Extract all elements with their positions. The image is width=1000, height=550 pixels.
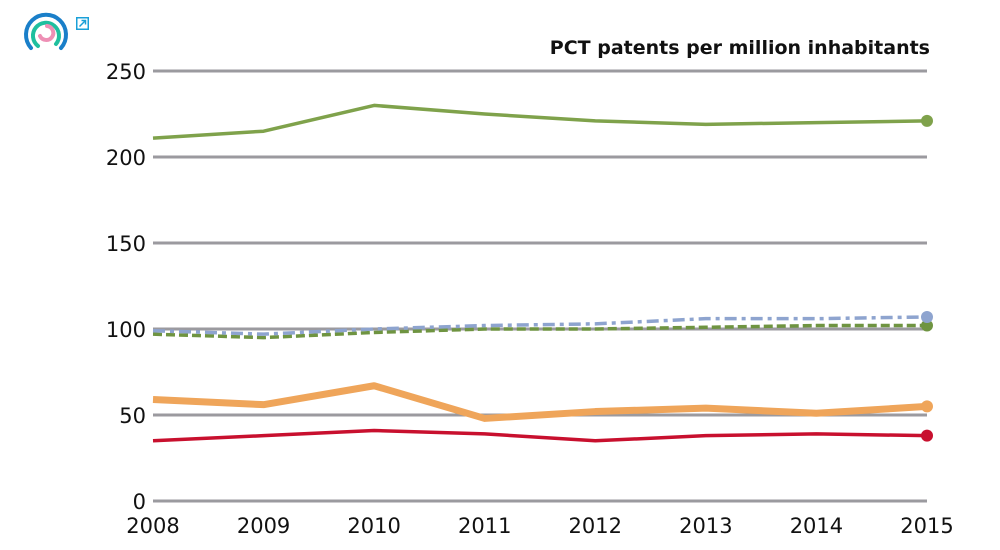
- y-tick-label: 200: [106, 146, 146, 170]
- chart-title: PCT patents per million inhabitants: [550, 37, 930, 59]
- x-axis-ticks: 2008 2009 2010 2011 2012 2013 2014 2015: [126, 514, 953, 538]
- series-line: [152, 103, 928, 140]
- concentric-rings-logo-icon[interactable]: [22, 10, 70, 58]
- gridlines: [153, 69, 927, 503]
- end-point-marker: [921, 319, 933, 332]
- series-blue-dashdot: [152, 310, 933, 336]
- series-orange-thick: [152, 382, 933, 422]
- series-green-solid: [152, 103, 933, 140]
- end-point-marker: [921, 114, 933, 127]
- series-red-solid: [152, 428, 933, 443]
- x-tick-label: 2010: [347, 514, 400, 538]
- series-line: [152, 323, 927, 340]
- y-axis-ticks: 0 50 100 150 200 250: [106, 60, 146, 514]
- x-tick-label: 2011: [458, 514, 511, 538]
- y-tick-label: 0: [133, 490, 146, 514]
- x-tick-label: 2012: [569, 514, 622, 538]
- external-link-arrow-icon[interactable]: [76, 15, 89, 30]
- x-tick-label: 2009: [237, 514, 290, 538]
- x-tick-label: 2008: [126, 514, 179, 538]
- series-lines: [152, 103, 933, 443]
- y-tick-label: 250: [106, 60, 146, 84]
- series-line: [152, 382, 928, 422]
- series-green-dashed: [152, 319, 933, 340]
- x-tick-label: 2013: [679, 514, 732, 538]
- x-tick-label: 2014: [790, 514, 843, 538]
- end-point-marker: [921, 310, 933, 323]
- x-tick-label: 2015: [900, 514, 953, 538]
- series-line: [152, 428, 928, 443]
- end-point-marker: [921, 429, 933, 442]
- y-tick-label: 100: [106, 318, 146, 342]
- y-tick-label: 150: [106, 232, 146, 256]
- end-point-marker: [921, 400, 933, 413]
- y-tick-label: 50: [119, 404, 146, 428]
